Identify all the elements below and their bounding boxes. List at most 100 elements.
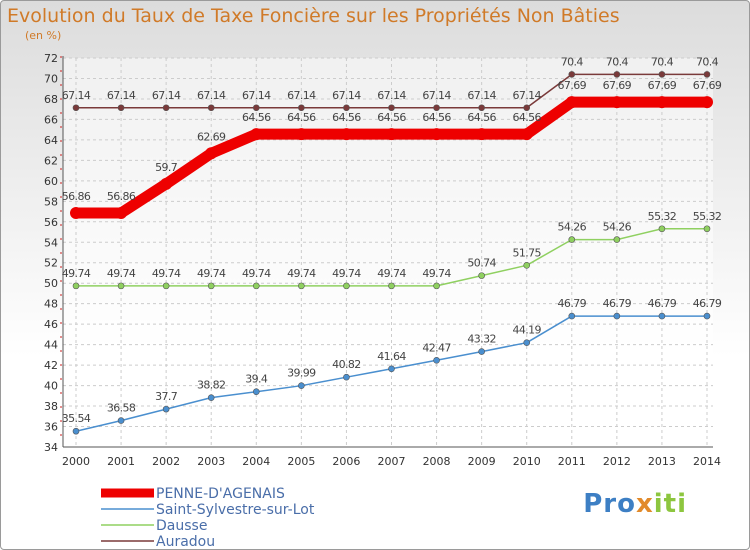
data-label: 40.82 xyxy=(332,358,361,371)
data-point xyxy=(523,261,531,269)
data-point xyxy=(162,405,170,413)
data-point xyxy=(72,282,80,290)
data-label: 42.47 xyxy=(422,341,451,354)
data-point xyxy=(568,312,576,320)
y-tick-label: 58 xyxy=(44,195,58,208)
data-point xyxy=(343,104,350,112)
data-label: 55.32 xyxy=(693,210,722,223)
data-point xyxy=(478,272,485,279)
x-tick-label: 2006 xyxy=(332,455,360,468)
data-label: 64.56 xyxy=(377,111,406,124)
data-label: 41.64 xyxy=(377,350,406,363)
data-label: 36.58 xyxy=(107,402,136,415)
y-tick-label: 36 xyxy=(44,421,58,434)
data-label: 49.74 xyxy=(377,267,406,280)
data-point xyxy=(520,128,533,141)
legend-label: Auradou xyxy=(156,534,215,549)
logo-part-3: iti xyxy=(653,489,687,519)
data-point xyxy=(162,104,170,112)
data-point xyxy=(117,417,125,424)
data-label: 49.74 xyxy=(422,267,451,280)
data-label: 49.74 xyxy=(287,267,316,280)
data-label: 64.56 xyxy=(332,111,361,124)
data-label: 50.74 xyxy=(467,257,496,270)
data-label: 39.4 xyxy=(245,373,268,386)
data-point xyxy=(430,128,443,141)
data-label: 49.74 xyxy=(332,267,361,280)
y-tick-label: 60 xyxy=(44,175,58,188)
data-point xyxy=(72,427,80,435)
data-label: 54.26 xyxy=(558,221,587,234)
data-label: 67.69 xyxy=(648,79,677,92)
data-point xyxy=(343,373,350,381)
data-label: 46.79 xyxy=(603,297,632,310)
x-tick-label: 2005 xyxy=(287,455,315,468)
y-tick-label: 40 xyxy=(44,380,58,393)
plot-area xyxy=(63,58,713,447)
x-tick-label: 2002 xyxy=(152,455,180,468)
data-label: 70.4 xyxy=(651,55,674,68)
data-label: 67.14 xyxy=(332,89,361,102)
data-label: 38.82 xyxy=(197,379,226,392)
data-point xyxy=(388,104,395,112)
data-label: 49.74 xyxy=(197,267,226,280)
data-point xyxy=(160,177,173,190)
data-point xyxy=(701,96,713,109)
data-point xyxy=(72,104,80,112)
data-point xyxy=(385,128,398,141)
data-point xyxy=(613,312,621,320)
data-point xyxy=(298,104,305,112)
data-point xyxy=(205,147,218,160)
data-label: 46.79 xyxy=(648,297,677,310)
data-point xyxy=(117,104,125,112)
data-point xyxy=(568,71,576,78)
y-tick-label: 50 xyxy=(44,277,58,290)
x-tick-label: 2001 xyxy=(107,455,135,468)
data-point xyxy=(658,312,666,320)
data-point xyxy=(610,96,623,109)
data-label: 49.74 xyxy=(152,267,181,280)
y-tick-label: 48 xyxy=(44,298,58,311)
data-label: 64.56 xyxy=(287,111,316,124)
data-point xyxy=(658,225,666,233)
data-point xyxy=(252,104,260,112)
y-tick-label: 64 xyxy=(44,134,58,147)
y-tick-label: 46 xyxy=(44,318,58,331)
data-point xyxy=(252,282,260,290)
data-point xyxy=(298,282,305,290)
data-label: 67.69 xyxy=(603,79,632,92)
data-point xyxy=(703,225,711,233)
data-point xyxy=(703,71,711,78)
x-tick-label: 2003 xyxy=(197,455,225,468)
x-tick-label: 2010 xyxy=(513,455,541,468)
data-label: 67.14 xyxy=(107,89,136,102)
x-tick-label: 2011 xyxy=(558,455,586,468)
data-label: 67.14 xyxy=(62,89,91,102)
y-tick-label: 38 xyxy=(44,400,58,413)
data-point xyxy=(388,282,395,290)
x-tick-label: 2000 xyxy=(62,455,90,468)
data-label: 67.69 xyxy=(558,79,587,92)
data-label: 46.79 xyxy=(558,297,587,310)
data-label: 37.7 xyxy=(155,390,178,403)
data-point xyxy=(252,388,260,396)
data-label: 59.7 xyxy=(155,161,178,174)
data-label: 49.74 xyxy=(62,267,91,280)
data-label: 67.14 xyxy=(242,89,271,102)
y-tick-label: 68 xyxy=(44,93,58,106)
data-point xyxy=(568,236,576,243)
y-tick-label: 56 xyxy=(44,216,58,229)
data-point xyxy=(478,348,485,355)
x-tick-label: 2009 xyxy=(468,455,496,468)
data-point xyxy=(613,71,621,78)
data-label: 64.56 xyxy=(512,111,541,124)
data-label: 43.32 xyxy=(467,333,496,346)
data-point xyxy=(115,206,128,219)
legend-label: PENNE-D'AGENAIS xyxy=(156,486,285,502)
data-point xyxy=(117,282,125,290)
x-tick-label: 2012 xyxy=(603,455,631,468)
data-label: 49.74 xyxy=(242,267,271,280)
data-label: 70.4 xyxy=(606,55,629,68)
